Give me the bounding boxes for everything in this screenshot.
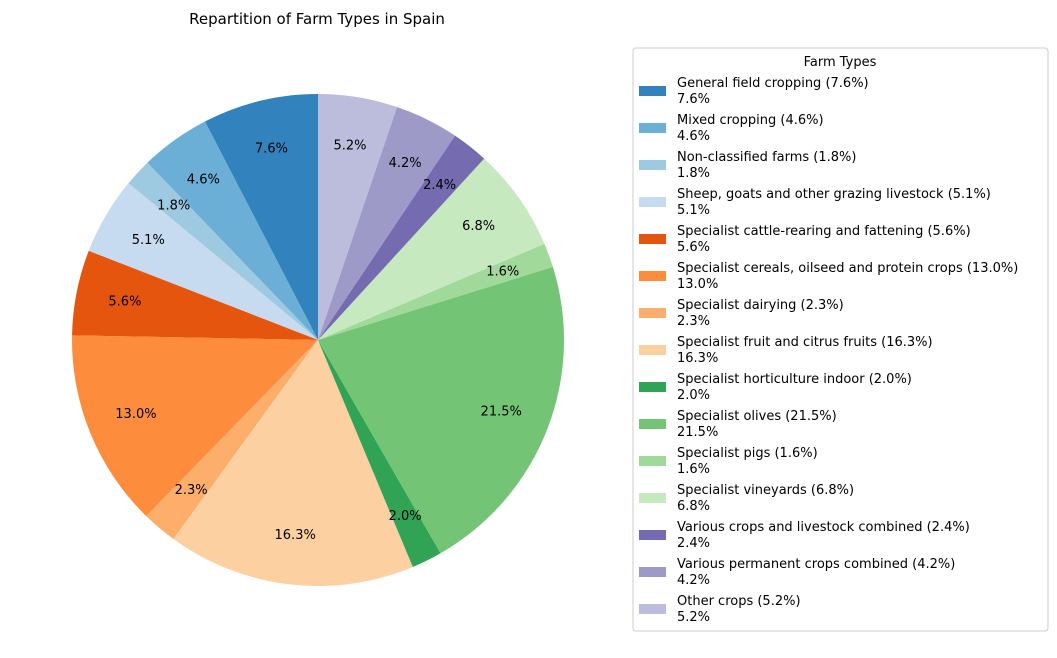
slice-percent-label: 13.0% [115,407,156,422]
slice-percent-label: 6.8% [462,219,495,234]
legend-swatch [639,271,666,281]
pie-slice [318,135,485,340]
slice-percent-label: 4.2% [389,156,422,171]
pie-slices [72,94,564,586]
legend-percent: 5.6% [677,240,710,255]
pie-slice [128,162,318,340]
pie-slice [72,250,318,340]
pie-slice [318,243,553,340]
legend-swatch [639,493,666,503]
legend-swatch [639,382,666,392]
pie-slice [204,94,318,340]
pie-slice [318,158,545,340]
legend-swatch [639,419,666,429]
legend-percent: 6.8% [677,499,710,514]
legend-percent: 4.6% [677,129,710,144]
legend-percent: 13.0% [677,277,718,292]
legend-swatch [639,308,666,318]
legend-label: Various crops and livestock combined (2.… [677,520,970,535]
legend-items: General field cropping (7.6%)7.6% Mixed c… [639,76,1018,625]
legend-percent: 5.1% [677,203,710,218]
pie-slice [318,266,564,554]
legend-percent: 2.4% [677,536,710,551]
legend-label: Specialist olives (21.5%) [677,409,837,424]
slice-percent-label: 5.1% [132,233,165,248]
pie-slice [72,335,318,517]
legend-percent: 2.3% [677,314,710,329]
slice-percent-label: 21.5% [481,404,522,419]
legend-label: Non-classified farms (1.8%) [677,150,856,165]
pie-slice [318,94,397,340]
legend-percent: 16.3% [677,351,718,366]
slice-percent-label: 1.8% [157,199,190,214]
legend-swatch [639,345,666,355]
pie-slice [173,340,413,586]
legend-swatch [639,567,666,577]
legend-frame [632,47,1049,632]
legend-percent: 21.5% [677,425,718,440]
legend-swatch [639,604,666,614]
legend-percent: 4.2% [677,573,710,588]
legend: Farm Types General field cropping (7.6%)… [632,47,1049,632]
legend-swatch [639,530,666,540]
slice-percent-label: 7.6% [255,141,288,156]
slice-percent-label: 5.6% [108,294,141,309]
slice-percent-label: 2.3% [175,483,208,498]
legend-swatch [639,197,666,207]
legend-label: Specialist cereals, oilseed and protein … [677,261,1018,276]
pie-slice [318,340,441,567]
legend-label: Other crops (5.2%) [677,594,801,609]
legend-swatch [639,456,666,466]
legend-label: Sheep, goats and other grazing livestock… [677,187,991,202]
legend-label: Specialist horticulture indoor (2.0%) [677,372,912,387]
chart-title: Repartition of Farm Types in Spain [189,10,445,28]
legend-label: Mixed cropping (4.6%) [677,113,824,128]
slice-percent-label: 2.0% [389,509,422,524]
legend-percent: 2.0% [677,388,710,403]
pie-slice [88,183,318,340]
pie-slice [146,340,318,540]
legend-percent: 1.8% [677,166,710,181]
legend-label: Specialist vineyards (6.8%) [677,483,854,498]
legend-title: Farm Types [804,55,877,70]
legend-label: Specialist pigs (1.6%) [677,446,818,461]
legend-label: Specialist cattle-rearing and fattening … [677,224,971,239]
pie-slice [147,121,318,340]
legend-percent: 5.2% [677,610,710,625]
legend-swatch [639,234,666,244]
slice-percent-label: 1.6% [486,265,519,280]
legend-swatch [639,123,666,133]
legend-percent: 7.6% [677,92,710,107]
pie-percent-labels: 7.6% 4.6% 1.8% 5.1% 5.6% 13.0% 2.3% 16.3% 2.0% 21… [108,138,521,543]
slice-percent-label: 16.3% [275,528,316,543]
legend-swatch [639,86,666,96]
legend-label: Various permanent crops combined (4.2%) [677,557,955,572]
legend-swatch [639,160,666,170]
legend-percent: 1.6% [677,462,710,477]
slice-percent-label: 5.2% [333,138,366,153]
legend-label: Specialist dairying (2.3%) [677,298,844,313]
legend-label: General field cropping (7.6%) [677,76,869,91]
pie-slice [318,107,455,340]
legend-label: Specialist fruit and citrus fruits (16.3… [677,335,933,350]
slice-percent-label: 2.4% [423,178,456,193]
slice-percent-label: 4.6% [187,173,220,188]
